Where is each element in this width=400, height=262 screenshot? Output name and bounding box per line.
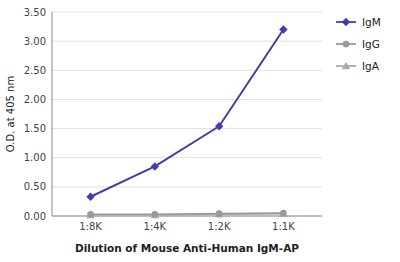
point: [280, 210, 287, 217]
x-tick-label: 1:1K: [272, 221, 295, 232]
point: [279, 25, 287, 33]
y-tick-label: 2.00: [24, 94, 46, 105]
legend: IgM IgG IgA: [336, 16, 381, 72]
y-tick-label: 0.50: [24, 181, 46, 192]
series: [86, 25, 287, 201]
point: [216, 210, 223, 217]
grid-line: [52, 41, 322, 42]
point: [215, 122, 223, 130]
x-tick-label: 1:4K: [144, 221, 167, 232]
y-tick-label: 1.50: [24, 123, 46, 134]
point: [151, 211, 159, 219]
chart: 0.00 0.50 1.00 1.50 2.00 2.50 3.00 3.50 1:8K 1:4K…: [0, 0, 400, 262]
legend-marker: [342, 62, 350, 70]
y-tick-label: 2.50: [24, 65, 46, 76]
y-tick-label: 3.00: [24, 36, 46, 47]
grid-line: [52, 157, 322, 158]
series: [87, 210, 287, 218]
point: [151, 162, 159, 170]
plot-data: [86, 25, 287, 218]
y-tick-label: 1.00: [24, 152, 46, 163]
series: [86, 209, 287, 218]
grid-line: [52, 70, 322, 71]
legend-label: IgM: [362, 16, 381, 28]
point: [86, 211, 94, 219]
grid-line: [52, 128, 322, 129]
y-tick-label: 3.50: [24, 7, 46, 18]
legend-marker: [342, 18, 350, 26]
series-line: [91, 213, 284, 214]
legend-label: IgA: [362, 60, 380, 72]
point: [86, 193, 94, 201]
point: [279, 209, 287, 217]
grid-line: [52, 99, 322, 100]
series-line: [91, 29, 284, 196]
x-tick-label: 1:8K: [79, 221, 102, 232]
legend-marker: [343, 41, 350, 48]
x-tick-label: 1:2K: [208, 221, 231, 232]
legend-label: IgG: [362, 38, 380, 50]
y-grid: [52, 12, 322, 216]
y-tick-label: 0.00: [24, 211, 46, 222]
grid-line: [52, 12, 322, 13]
point: [215, 210, 223, 218]
grid-line: [52, 186, 322, 187]
series-line: [91, 214, 284, 215]
x-axis-label: Dilution of Mouse Anti-Human IgM-AP: [75, 242, 299, 254]
point: [87, 211, 94, 218]
y-axis-line: [52, 12, 53, 216]
point: [151, 211, 158, 218]
y-axis-label: O.D. at 405 nm: [5, 76, 16, 152]
